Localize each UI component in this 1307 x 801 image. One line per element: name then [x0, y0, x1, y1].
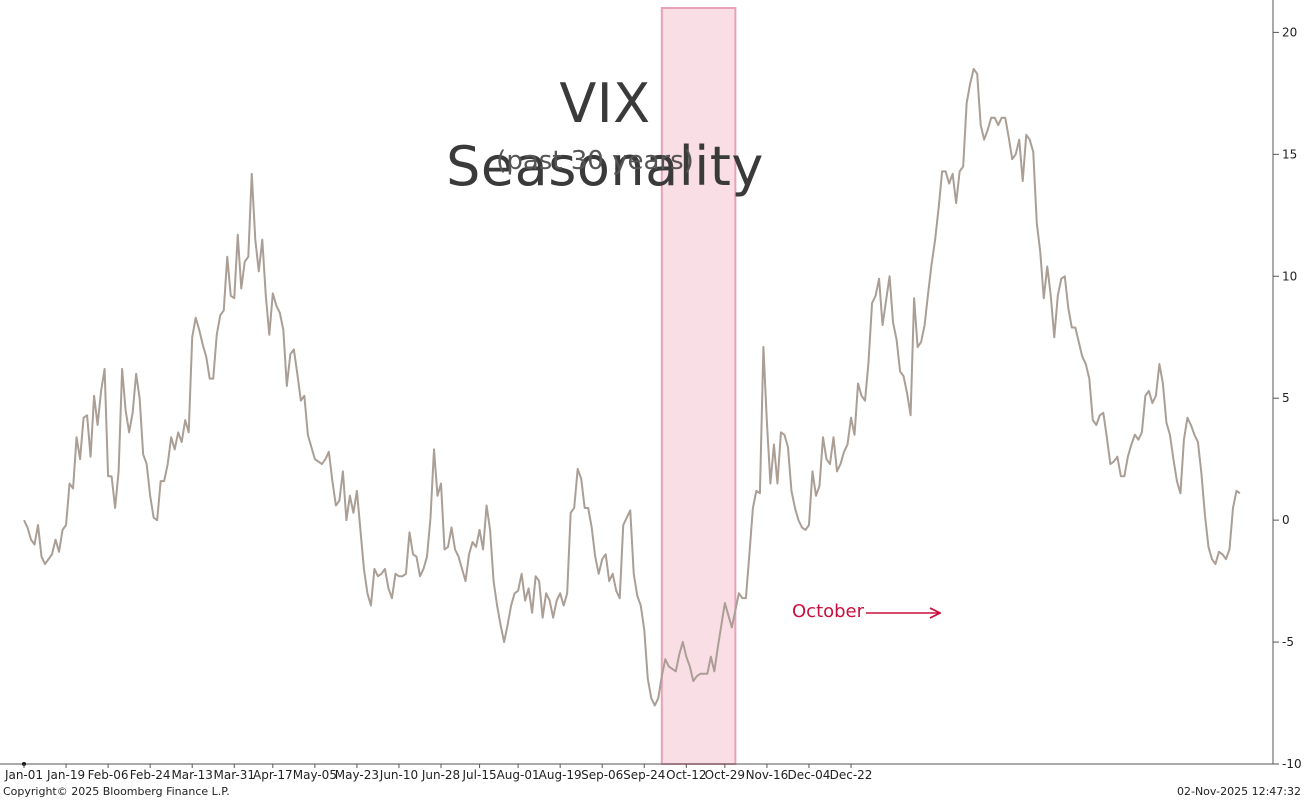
x-tick-label: Jan-01 — [4, 768, 43, 782]
x-tick-label: May-23 — [335, 768, 379, 782]
x-tick-label: Sep-24 — [623, 768, 665, 782]
x-tick-label: Jul-15 — [462, 768, 497, 782]
chart-subtitle: (past 30 years) — [496, 146, 694, 176]
y-tick-label: 0 — [1282, 513, 1290, 527]
x-tick-label: Mar-31 — [214, 768, 255, 782]
x-tick-label: Mar-13 — [171, 768, 212, 782]
y-tick-label: -10 — [1282, 757, 1302, 771]
x-tick-label: Sep-06 — [581, 768, 623, 782]
y-tick-label: 10 — [1282, 269, 1297, 283]
x-tick-label: Jun-10 — [379, 768, 418, 782]
x-tick-label: May-05 — [293, 768, 337, 782]
x-tick-label: Apr-17 — [253, 768, 293, 782]
x-tick-label: Dec-22 — [830, 768, 873, 782]
y-tick-label: 5 — [1282, 391, 1290, 405]
x-tick-label: Aug-01 — [497, 768, 540, 782]
y-tick-label: 20 — [1282, 25, 1297, 39]
chart-title: VIX Seasonality — [446, 72, 764, 198]
x-tick-label: Jun-28 — [421, 768, 460, 782]
x-tick-label: Dec-04 — [788, 768, 831, 782]
timestamp-text: 02-Nov-2025 12:47:32 — [1176, 785, 1301, 798]
x-tick-label: Feb-06 — [88, 768, 129, 782]
x-tick-label: Oct-29 — [705, 768, 745, 782]
october-annotation-label: October — [792, 601, 865, 622]
y-tick-label: -5 — [1282, 635, 1294, 649]
x-tick-label: Oct-12 — [666, 768, 706, 782]
x-tick-label: Feb-24 — [130, 768, 171, 782]
y-tick-label: 15 — [1282, 147, 1297, 161]
x-tick-label: Aug-19 — [539, 768, 582, 782]
copyright-text: Copyright© 2025 Bloomberg Finance L.P. — [3, 785, 230, 798]
vix-series-line — [23, 67, 1241, 707]
october-highlight-band — [660, 7, 737, 765]
x-tick-label: Nov-16 — [746, 768, 789, 782]
x-tick-label: Jan-19 — [46, 768, 85, 782]
